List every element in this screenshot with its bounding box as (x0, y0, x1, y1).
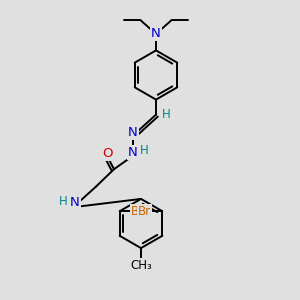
Text: H: H (140, 143, 149, 157)
Text: N: N (151, 27, 161, 40)
Text: N: N (70, 196, 80, 209)
Text: N: N (128, 126, 137, 139)
Text: O: O (102, 147, 113, 161)
Text: Br: Br (138, 205, 151, 218)
Text: H: H (59, 195, 68, 208)
Text: Br: Br (131, 205, 144, 218)
Text: CH₃: CH₃ (130, 259, 152, 272)
Text: N: N (128, 146, 137, 159)
Text: H: H (161, 108, 170, 121)
